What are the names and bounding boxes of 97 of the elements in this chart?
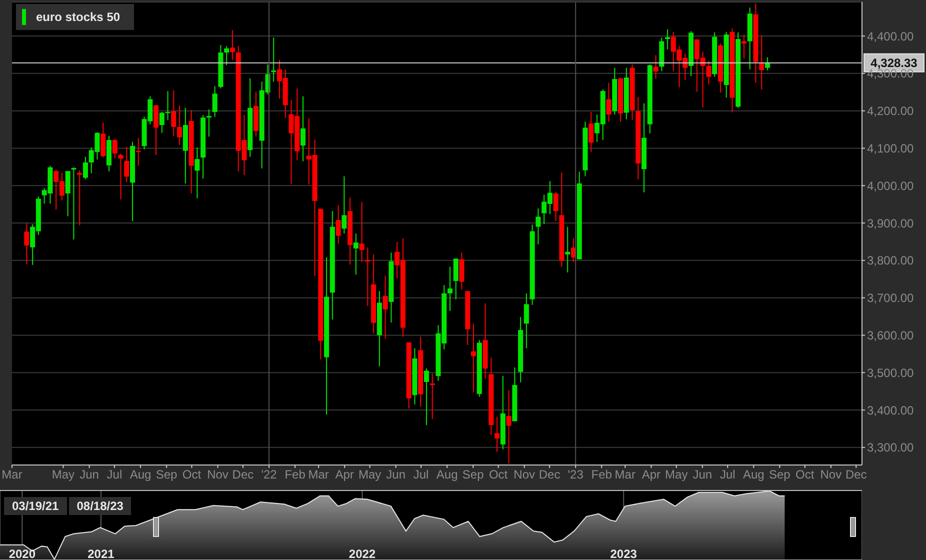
candlestick <box>271 37 276 82</box>
y-tick-label: 4,200.00 <box>867 104 914 118</box>
y-tick-label: 3,900.00 <box>867 216 914 230</box>
candlestick <box>112 138 118 159</box>
candlestick <box>230 30 235 60</box>
x-tick-label: Mar <box>614 468 636 482</box>
candlestick <box>588 111 594 152</box>
y-tick-label: 4,000.00 <box>867 178 914 193</box>
x-tick-label: 2023 <box>610 547 638 560</box>
x-tick-label: May <box>358 468 382 482</box>
x-tick-label: Sep <box>769 468 791 482</box>
candlestick <box>606 82 612 122</box>
x-tick-label: Jun <box>386 468 406 482</box>
x-tick-label: Jul <box>413 468 429 482</box>
x-tick-label: Dec <box>845 468 867 482</box>
candlestick <box>77 170 82 226</box>
x-tick-label: 2022 <box>348 547 376 560</box>
candlestick <box>65 170 70 217</box>
x-tick-label: Jun <box>692 468 712 482</box>
annotation: 03/19/21 <box>4 497 67 515</box>
candlestick <box>118 152 124 200</box>
x-tick-label: Mar <box>2 468 22 482</box>
x-tick-label: Apr <box>335 468 354 482</box>
x-tick-label: Dec <box>538 468 560 482</box>
candlestick <box>706 60 712 85</box>
x-tick-label: Apr <box>642 468 661 482</box>
candlestick <box>177 105 182 146</box>
x-tick-label: Aug <box>130 468 152 482</box>
x-tick-label: Jun <box>80 468 99 482</box>
x-tick-label: Feb <box>284 468 306 482</box>
y-tick-label: 3,800.00 <box>867 254 914 268</box>
x-tick-label: 2021 <box>88 547 115 560</box>
x-tick-label: Mar <box>308 468 329 482</box>
candlestick <box>382 275 388 340</box>
candlestick <box>553 191 558 222</box>
candlestick <box>82 156 88 180</box>
x-tick-label: 2020 <box>8 547 36 560</box>
candlestick <box>300 96 306 162</box>
candlestick <box>565 226 570 273</box>
x-tick-label: Jul <box>106 468 122 482</box>
candlestick <box>212 86 218 118</box>
candlestick <box>453 258 458 300</box>
y-tick-label: 3,300.00 <box>867 440 914 455</box>
candlestick <box>536 208 541 245</box>
candlestick <box>365 246 370 307</box>
candlestick <box>206 108 212 138</box>
candlestick <box>471 323 476 393</box>
candlestick <box>100 122 106 158</box>
x-tick-label: Aug <box>436 468 458 482</box>
y-tick-label: 4,100.00 <box>867 141 914 156</box>
candlestick <box>194 146 200 199</box>
x-tick-label: Aug <box>742 468 764 482</box>
candlestick <box>424 368 429 426</box>
candlestick <box>764 56 770 71</box>
candlestick <box>494 416 500 452</box>
x-tick-label: '23 <box>568 468 584 482</box>
x-tick-label: Feb <box>591 468 612 482</box>
candlestick <box>506 390 512 464</box>
y-tick-label: 3,600.00 <box>867 328 914 342</box>
x-tick-label: Sep <box>462 468 484 482</box>
x-tick-label: Oct <box>488 468 508 482</box>
y-tick-label: 3,700.00 <box>867 291 914 306</box>
candlestick <box>459 252 464 290</box>
candlestick <box>653 54 658 80</box>
candlestick <box>336 204 341 244</box>
candlestick <box>124 146 130 182</box>
candlestick <box>448 266 452 312</box>
x-tick-label: Jul <box>720 468 736 482</box>
candlestick <box>171 90 176 137</box>
candlestick <box>353 233 358 276</box>
x-tick-label: Nov <box>820 468 842 482</box>
candlestick <box>24 222 30 265</box>
candlestick <box>342 176 347 234</box>
candlestick <box>759 34 764 90</box>
y-tick-label: 3,400.00 <box>867 403 914 418</box>
x-tick-label: Oct <box>796 468 815 482</box>
candlestick <box>524 292 529 349</box>
x-tick-label: May <box>665 468 688 482</box>
candlestick <box>430 372 435 420</box>
candlestick <box>71 166 76 240</box>
x-tick-label: Nov <box>514 468 536 482</box>
candlestick <box>136 137 141 166</box>
x-tick-label: Oct <box>182 468 202 482</box>
x-tick-label: Dec <box>232 468 254 482</box>
x-tick-label: '22 <box>261 468 278 482</box>
x-tick-label: Sep <box>156 468 178 482</box>
y-tick-label: 3,500.00 <box>867 366 914 380</box>
x-tick-label: May <box>52 468 75 482</box>
legend-label: euro stocks 50 <box>36 10 120 24</box>
y-tick-label: 4,400.00 <box>867 29 914 44</box>
x-tick-label: Nov <box>207 468 228 482</box>
annotation: 08/18/23 <box>68 497 132 515</box>
candlestick <box>154 104 159 156</box>
candlestick <box>359 201 364 262</box>
candlestick <box>665 28 670 50</box>
ref-line-label: 4,328.33 <box>870 56 918 70</box>
candlestick <box>224 46 230 66</box>
